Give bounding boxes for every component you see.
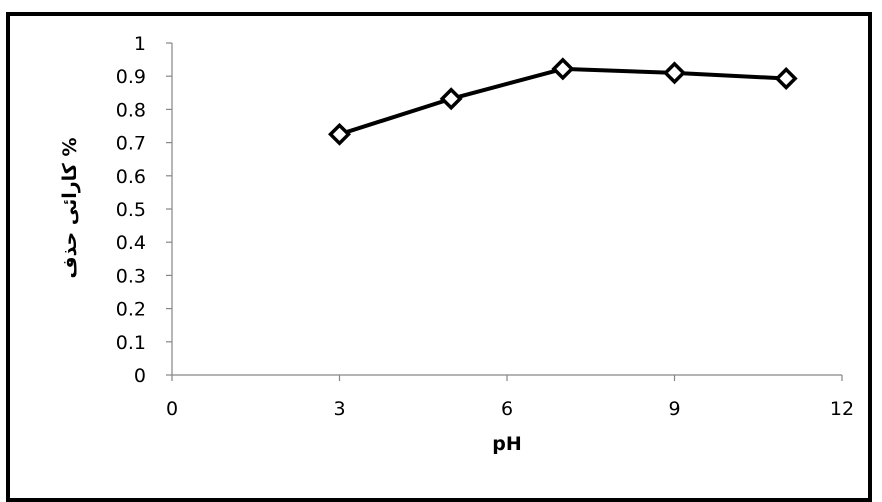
axes (171, 43, 842, 376)
y-tick-label: 1 (134, 33, 146, 55)
y-tick-label: 0.1 (116, 332, 146, 354)
y-tick-label: 0.8 (116, 99, 146, 121)
data-point (439, 87, 463, 111)
chart: 00.10.20.30.40.50.60.70.80.91 0 3 6 9 12 pH … (59, 33, 854, 455)
x-axis-title: pH (492, 433, 522, 455)
x-tick-label: 3 (333, 398, 345, 420)
data-point (663, 61, 686, 85)
chart-frame (6, 12, 872, 502)
y-tick-label: 0.3 (116, 265, 146, 287)
y-axis-ticks: 0 0.1 0.2 0.3 0.4 0.5 0.6 0.7 0.8 0.9 1 (116, 33, 172, 387)
y-tick-label: 0.7 (116, 133, 146, 155)
y-axis-title: % کارائی حذف (59, 138, 81, 279)
series-markers (328, 57, 798, 146)
x-axis-ticks: 0 3 6 9 12 (166, 375, 854, 420)
y-tick-label: 0.4 (116, 232, 146, 254)
data-point (328, 122, 351, 146)
y-tick-label: 0 (134, 365, 146, 387)
x-tick-label: 6 (501, 398, 513, 420)
y-tick-label: 0.2 (116, 299, 146, 321)
x-tick-label: 0 (166, 398, 178, 420)
x-tick-label: 12 (830, 398, 854, 420)
y-tick-label: 0.9 (116, 66, 146, 88)
data-point (551, 57, 575, 81)
y-tick-label: 0.5 (116, 199, 146, 221)
y-tick-label: 0.6 (116, 166, 146, 188)
data-point (774, 67, 798, 90)
x-tick-label: 9 (668, 398, 680, 420)
